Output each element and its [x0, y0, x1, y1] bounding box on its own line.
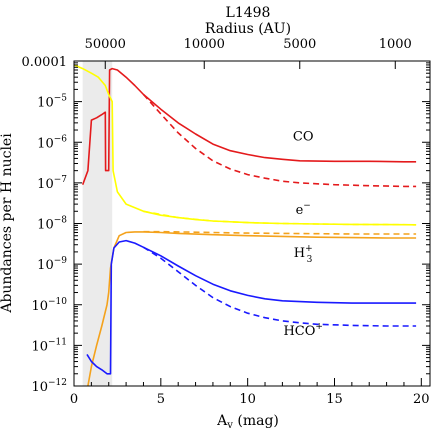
y-tick-label-3: 10−7 [37, 175, 67, 192]
top-tick-label-3: 1000 [379, 37, 412, 52]
x-tick-label-1: 5 [157, 392, 165, 407]
top-tick-label-2: 5000 [283, 37, 316, 52]
y-tick-label-2: 10−6 [37, 134, 67, 151]
series-label-hco: HCO+ [283, 322, 323, 339]
x-axis-title-rest: (mag) [233, 413, 279, 429]
series-line-6 [86, 239, 417, 375]
y-tick-label-8: 10−12 [31, 378, 67, 395]
series-line-5 [143, 230, 417, 235]
x-axis-title: Av (mag) [216, 413, 279, 431]
y-tick-label-5: 10−9 [37, 256, 67, 273]
x-axis-title-main: A [216, 413, 228, 429]
x-tick-label-3: 15 [326, 392, 343, 407]
series-line-1 [142, 93, 417, 188]
series-line-2 [73, 64, 417, 226]
top-tick-label-1: 10000 [184, 37, 225, 52]
shaded-region [82, 61, 113, 386]
top-tick-label-0: 50000 [85, 37, 126, 52]
series-line-0 [81, 67, 417, 185]
series-label-e: e− [296, 201, 311, 218]
series-line-7 [143, 246, 417, 327]
series-label-h3: H+ 3 [294, 244, 313, 265]
series-line-3 [143, 210, 417, 226]
series-line-4 [87, 231, 417, 387]
y-tick-label-4: 10−8 [37, 216, 67, 233]
x-axis-title-sub: v [226, 420, 233, 431]
y-tick-label-0: 0.0001 [22, 55, 68, 70]
chart-title: L1498 [226, 5, 271, 21]
y-axis-title: Abundances per H nuclei [0, 133, 15, 314]
series-label-co: CO [293, 130, 314, 145]
x-tick-label-0: 0 [70, 392, 78, 407]
y-tick-label-6: 10−10 [31, 297, 67, 314]
y-tick-label-1: 10−5 [37, 94, 67, 111]
x-tick-label-2: 10 [239, 392, 256, 407]
top-axis-title: Radius (AU) [205, 21, 291, 37]
x-tick-label-4: 20 [413, 392, 430, 407]
y-tick-label-7: 10−11 [31, 337, 67, 354]
